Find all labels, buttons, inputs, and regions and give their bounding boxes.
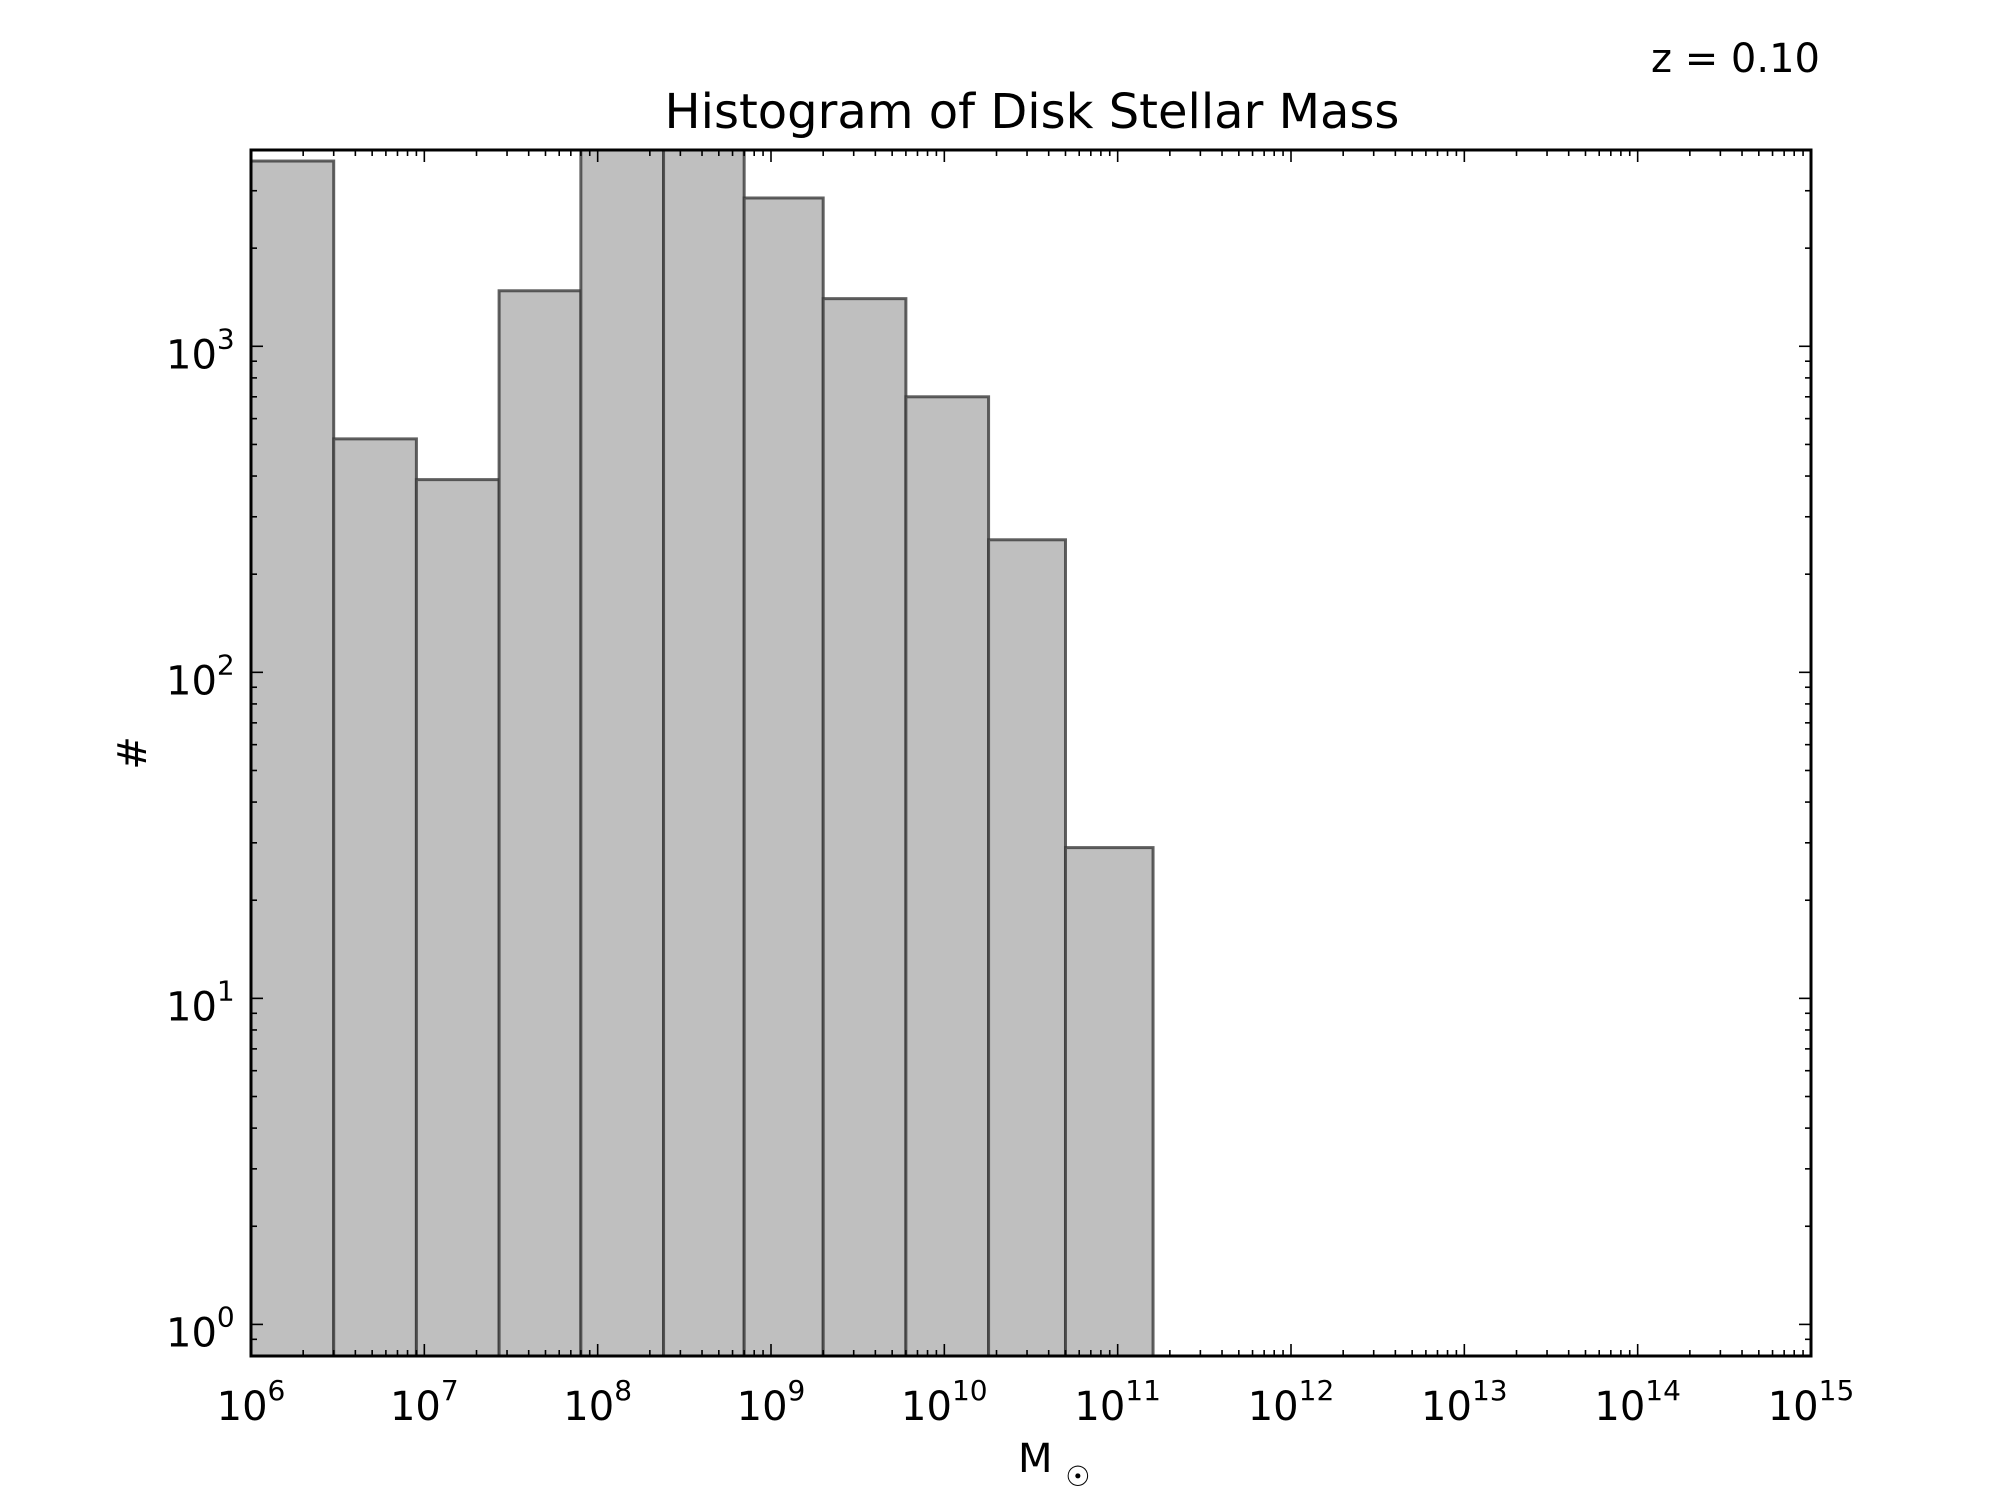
histogram-bar [414, 478, 501, 1358]
x-tick-label: 1012 [1248, 1374, 1335, 1430]
y-tick-label: 102 [166, 648, 235, 704]
histogram-bar [987, 538, 1067, 1358]
x-tick-label: 1011 [1074, 1374, 1161, 1430]
x-tick-label: 106 [217, 1374, 286, 1430]
y-axis-label: # [110, 736, 156, 770]
x-axis-label-main: M [1018, 1436, 1053, 1482]
redshift-annotation: z = 0.10 [1651, 36, 1820, 82]
y-tick-label: 103 [166, 322, 235, 378]
y-tick-label: 101 [166, 974, 235, 1030]
x-tick-label: 1013 [1421, 1374, 1508, 1430]
histogram-bar [821, 297, 908, 1358]
y-tick-labels: 100 101 102 103 [166, 322, 235, 1356]
histogram-bar [904, 395, 991, 1358]
x-tick-labels: 106 107 108 109 1010 1011 1012 1013 1014 1015 [217, 1374, 1855, 1430]
histogram-bar [742, 196, 825, 1358]
histogram-bar [497, 289, 583, 1358]
x-axis-label-subscript: ☉ [1065, 1460, 1090, 1493]
histogram-bar [249, 159, 336, 1358]
x-tick-label: 107 [390, 1374, 459, 1430]
x-tick-label: 108 [563, 1374, 632, 1430]
histogram-bar [332, 437, 418, 1358]
x-tick-label: 1010 [901, 1374, 988, 1430]
bars-group [249, 148, 1155, 1358]
x-tick-label: 1015 [1768, 1374, 1855, 1430]
chart-title: Histogram of Disk Stellar Mass [665, 84, 1400, 140]
x-axis-label: M ☉ [1018, 1436, 1090, 1493]
histogram-bar [662, 148, 746, 1358]
y-tick-label: 100 [166, 1300, 235, 1356]
histogram-bar [579, 148, 666, 1358]
x-tick-label: 1014 [1594, 1374, 1681, 1430]
plot-frame [249, 148, 1813, 1358]
histogram-bar [1063, 846, 1155, 1358]
x-tick-label: 109 [737, 1374, 806, 1430]
